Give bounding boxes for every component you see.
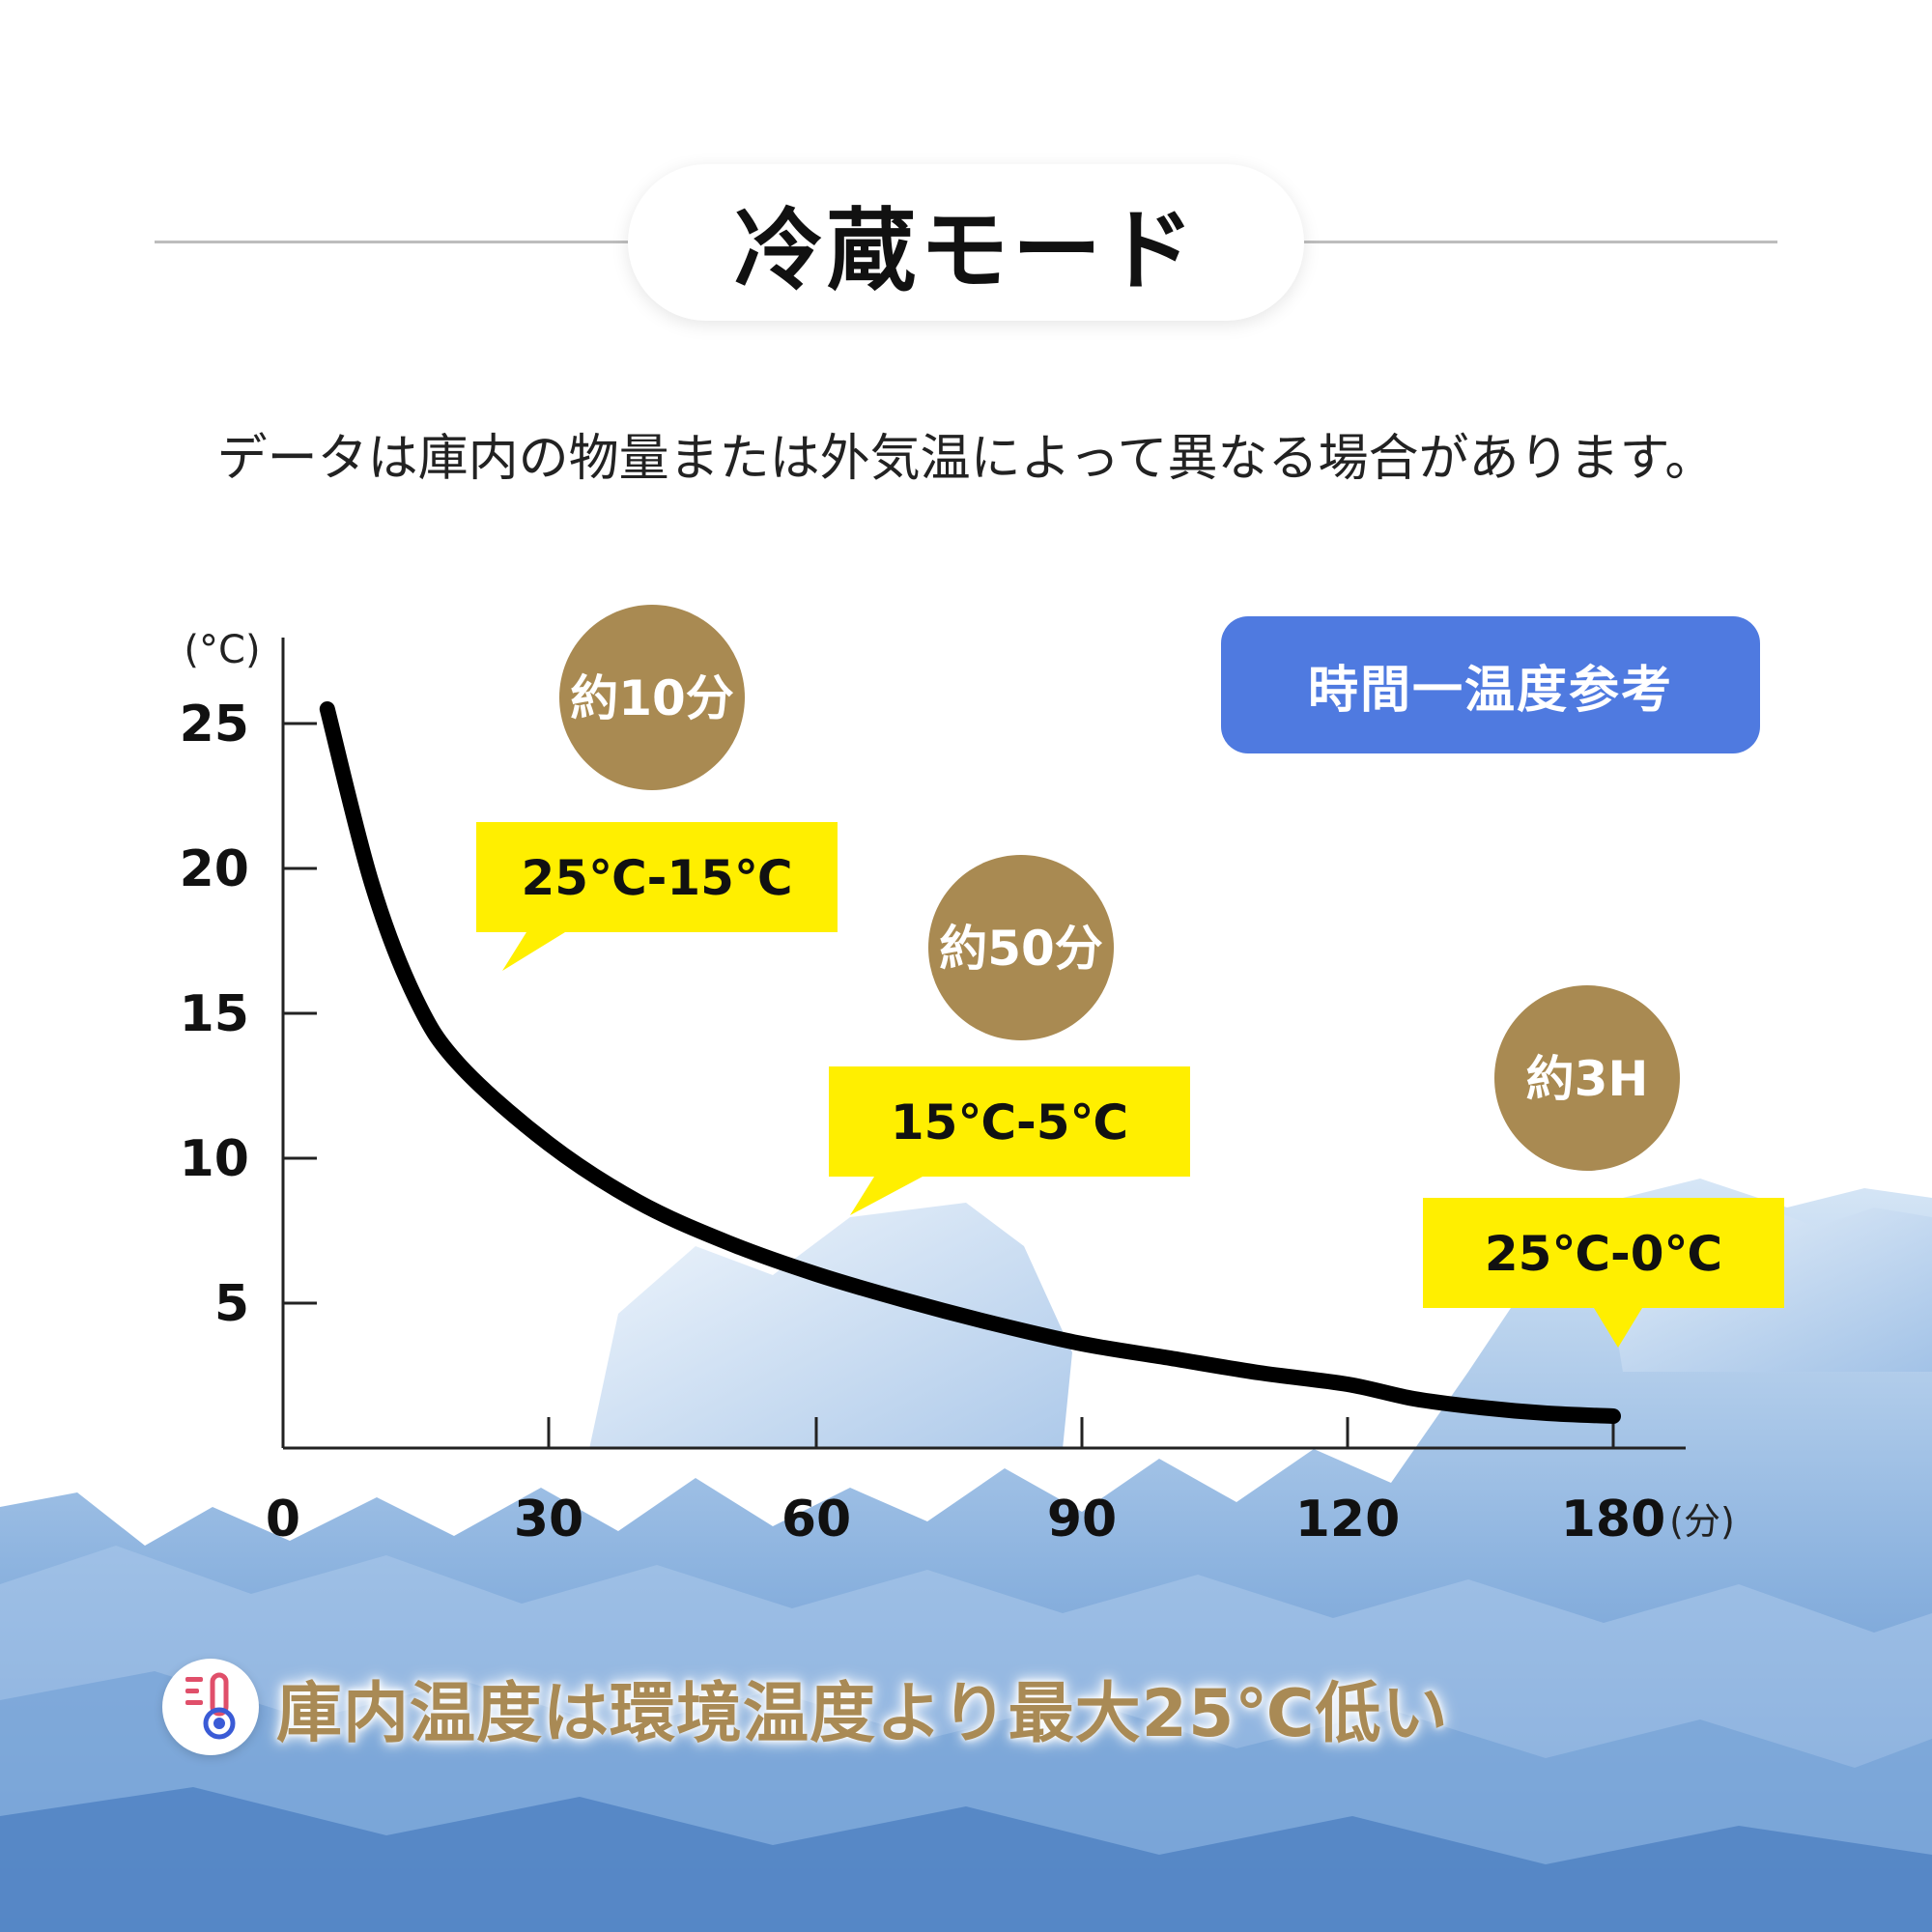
title-pill: 冷蔵モード xyxy=(628,164,1304,321)
y-axis-unit: (°C) xyxy=(184,628,260,672)
range-callout-label: 15℃-5℃ xyxy=(891,1094,1128,1151)
range-callout-label: 25℃-15℃ xyxy=(521,850,792,906)
x-tick-label: 60 xyxy=(781,1491,851,1548)
x-axis-unit: (分) xyxy=(1669,1500,1735,1543)
thermometer-icon xyxy=(162,1659,259,1755)
duration-badge-label: 約50分 xyxy=(939,921,1103,977)
x-tick-label: 180 xyxy=(1561,1491,1666,1548)
y-tick-label: 10 xyxy=(180,1130,249,1188)
data-disclaimer: データは庫内の物量または外気温によって異なる場合があります。 xyxy=(216,430,1716,488)
range-callout xyxy=(829,1066,1190,1177)
temperature-curve xyxy=(319,701,1621,1424)
x-tick-label: 120 xyxy=(1295,1491,1401,1548)
title-rule-right xyxy=(1304,241,1777,243)
page-title: 冷蔵モード xyxy=(733,198,1198,302)
legend-label: 時間一温度参考 xyxy=(1307,661,1673,720)
duration-badge xyxy=(1494,985,1680,1171)
y-tick-label: 25 xyxy=(180,696,249,753)
y-tick-label: 5 xyxy=(214,1275,249,1333)
duration-badge xyxy=(559,605,745,790)
x-tick-label: 0 xyxy=(266,1491,300,1548)
x-tick-label: 30 xyxy=(514,1491,583,1548)
footer: 庫内温度は環境温度より最大25℃低い xyxy=(162,1654,1449,1760)
legend-pill: 時間一温度参考 xyxy=(1221,616,1760,753)
range-callout-label: 25℃-0℃ xyxy=(1485,1226,1722,1282)
range-callout xyxy=(1423,1198,1784,1308)
range-callout xyxy=(476,822,838,932)
footer-text: 庫内温度は環境温度より最大25℃低い xyxy=(276,1675,1449,1752)
y-tick-label: 15 xyxy=(180,985,249,1043)
range-callout-tail xyxy=(502,932,565,971)
duration-badge xyxy=(928,855,1114,1040)
y-tick-label: 20 xyxy=(180,840,249,898)
x-tick-label: 90 xyxy=(1047,1491,1117,1548)
duration-badge-label: 約10分 xyxy=(570,670,734,726)
title-rule-left xyxy=(155,241,628,243)
range-callout-tail xyxy=(1594,1308,1642,1348)
duration-badge-label: 約3H xyxy=(1526,1051,1649,1107)
range-callout-tail xyxy=(850,1177,923,1215)
